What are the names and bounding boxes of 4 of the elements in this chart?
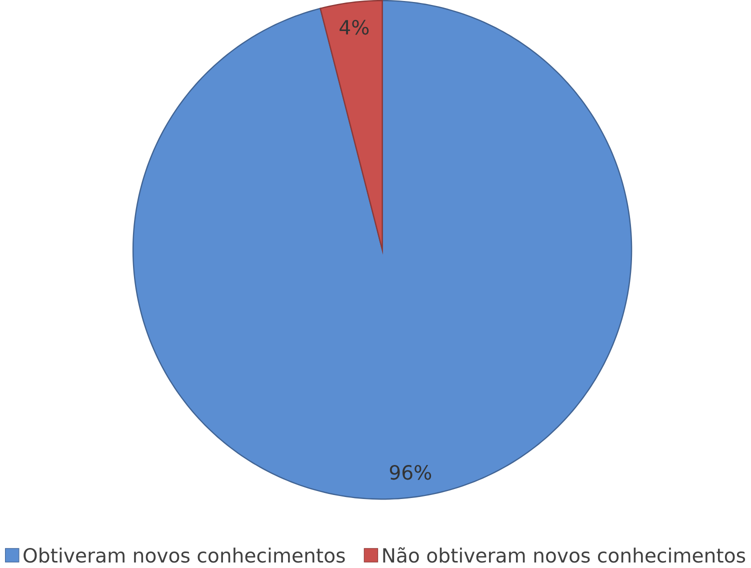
legend-label: Obtiveram novos conhecimentos <box>24 548 345 563</box>
legend-label: Não obtiveram novos conhecimentos <box>383 547 746 563</box>
data-label: 4% <box>340 20 369 35</box>
data-label: 96% <box>390 465 432 480</box>
